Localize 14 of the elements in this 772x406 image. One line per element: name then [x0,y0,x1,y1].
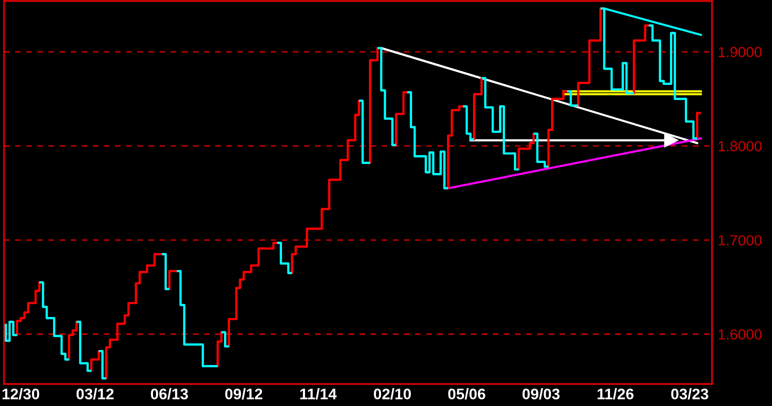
x-tick-label: 05/06 [448,388,486,400]
x-tick-label: 03/23 [671,388,708,400]
y-tick-label: 1.7000 [718,235,762,246]
y-tick-label: 1.9000 [718,46,762,58]
x-tick-label: 09/12 [225,388,262,400]
y-tick-label: 1.6000 [718,329,762,340]
x-tick-label: 02/10 [374,388,411,400]
y-tick-label: 1.8000 [718,141,762,152]
x-tick-label: 11/14 [300,388,337,400]
x-tick-label: 12/30 [2,388,40,400]
x-tick-label: 11/26 [598,388,634,400]
x-tick-label: 09/03 [522,388,560,400]
x-tick-label: 06/13 [150,388,188,400]
x-tick-label: 03/12 [76,388,114,400]
